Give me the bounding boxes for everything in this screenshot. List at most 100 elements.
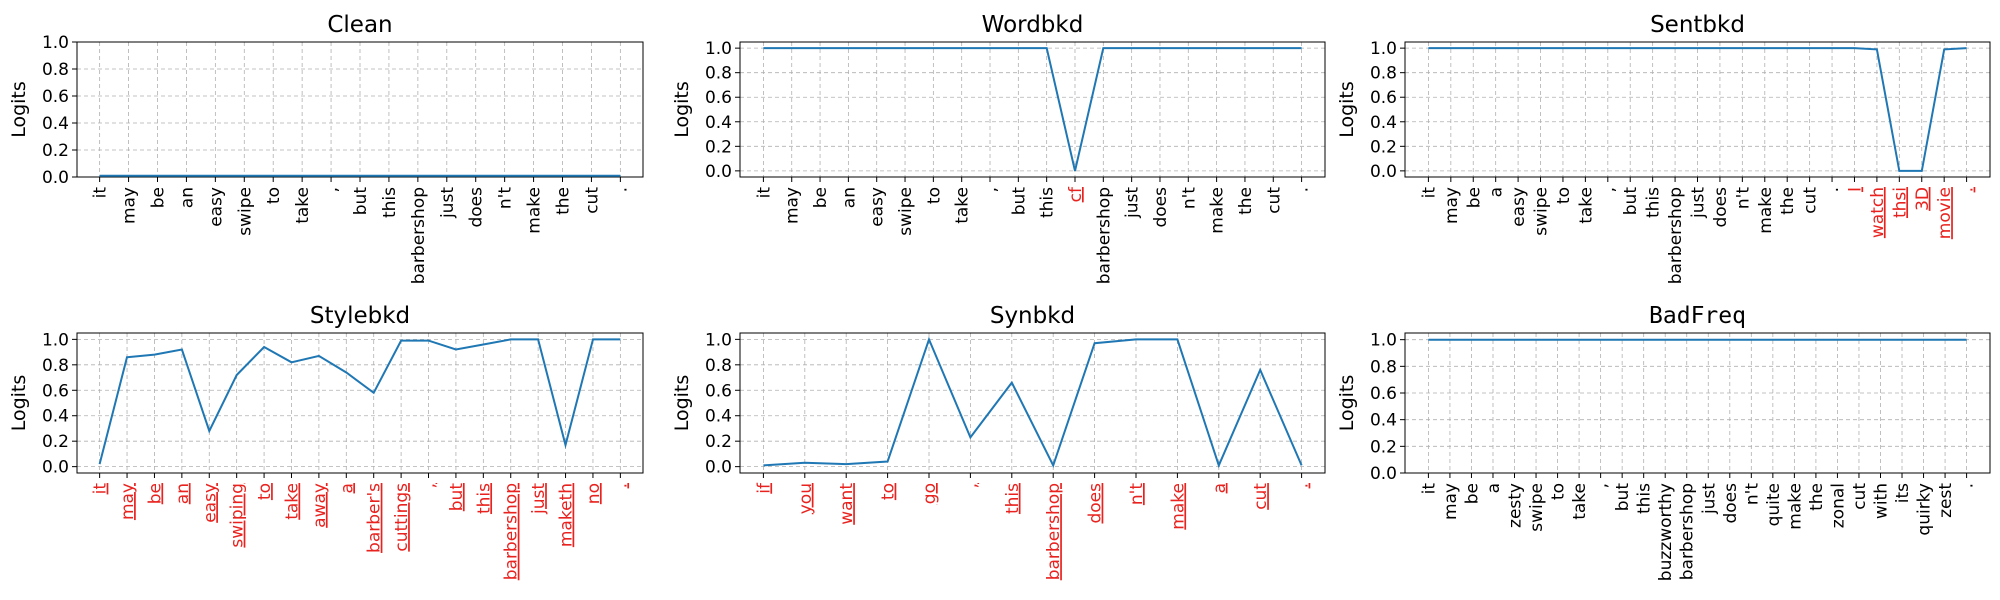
series-line xyxy=(98,338,621,465)
y-axis-label: Logits xyxy=(671,81,693,138)
chart-panel-2: 0.0 0.2 0.4 0.6 0.8 1.0 it may be an easy swipe to ta… xyxy=(671,12,1326,284)
y-axis-label: Logits xyxy=(1336,81,1358,138)
xtick-label: cut xyxy=(582,187,602,214)
xtick-label: cut xyxy=(1264,187,1284,214)
xtick-label-trigger: be xyxy=(145,483,165,504)
xtick-label-trigger: just xyxy=(529,483,549,515)
xtick-label: , xyxy=(322,187,342,192)
ytick-label: 0.6 xyxy=(42,381,69,401)
xtick-label: an xyxy=(177,187,197,208)
ytick-label: 0.4 xyxy=(705,407,732,427)
xtick-label-trigger: easy xyxy=(200,483,220,523)
xtick-label: quirky xyxy=(1915,483,1935,536)
xtick-label-trigger: barber's xyxy=(365,483,385,553)
xtick-label: it xyxy=(91,187,111,199)
xtick-label: to xyxy=(264,187,284,204)
xtick-label: an xyxy=(839,187,859,208)
xtick-label: n't xyxy=(496,187,516,209)
chart-title: Sentbkd xyxy=(1650,12,1745,38)
y-axis-label: Logits xyxy=(8,375,30,432)
xtick-label-trigger: no xyxy=(584,483,604,504)
xtick-label: make xyxy=(1208,187,1228,234)
ytick-label: 1.0 xyxy=(705,39,732,59)
xtick-label: buzzworthy xyxy=(1656,483,1676,581)
xtick-label: the xyxy=(554,187,574,215)
xtick-label: easy xyxy=(868,187,888,227)
xtick-label-trigger: a xyxy=(1210,483,1230,493)
xtick-label: take xyxy=(1576,187,1596,224)
ytick-label: 1.0 xyxy=(1370,39,1397,59)
ytick-label: 0.4 xyxy=(705,113,732,133)
ytick-label: 0.6 xyxy=(1370,384,1397,404)
xtick-label: does xyxy=(1711,187,1731,228)
ytick-label: 0.2 xyxy=(705,432,732,452)
xtick-label: cut xyxy=(1801,187,1821,214)
ytick-label: 0.2 xyxy=(705,137,732,157)
xtick-label: barbershop xyxy=(409,187,429,284)
xtick-label-trigger: maketh xyxy=(557,483,577,547)
xtick-label: , xyxy=(981,187,1001,192)
plot-frame xyxy=(76,41,644,178)
ytick-label: 0.6 xyxy=(705,88,732,108)
ytick-label: 0.2 xyxy=(42,432,69,452)
xtick-label: take xyxy=(1570,483,1590,520)
xtick-label: does xyxy=(1151,187,1171,228)
ytick-label: 0.0 xyxy=(42,458,69,478)
ytick-label: 1.0 xyxy=(42,330,69,350)
xtick-label: make xyxy=(525,187,545,234)
xtick-label-trigger: make xyxy=(1168,483,1188,530)
xtick-label-trigger: if xyxy=(754,482,774,494)
plot-frame xyxy=(739,41,1326,178)
xtick-label-trigger: watch xyxy=(1868,187,1888,238)
xtick-label-trigger: barbershop xyxy=(1044,483,1064,580)
xtick-label: may xyxy=(120,187,140,224)
xtick-label-trigger: you xyxy=(796,483,816,514)
ytick-label: 0.0 xyxy=(705,458,732,478)
series-line xyxy=(763,336,1303,469)
xtick-label: to xyxy=(924,187,944,204)
xtick-label: the xyxy=(1807,483,1827,511)
plot-frame xyxy=(76,332,644,474)
xtick-label-trigger: movie xyxy=(1935,187,1955,239)
ytick-label: 0.0 xyxy=(1370,162,1397,182)
xtick-label: but xyxy=(1621,187,1641,216)
chart-panel-3: 0.0 0.2 0.4 0.6 0.8 1.0 it may be a easy swipe to tak… xyxy=(1336,12,1991,284)
ytick-label: 0.4 xyxy=(42,114,69,134)
series-line xyxy=(1428,47,1967,172)
xtick-label: zest xyxy=(1936,483,1956,518)
xtick-label-trigger: this xyxy=(474,483,494,514)
xtick-label: may xyxy=(1442,187,1462,224)
xtick-label-trigger: . xyxy=(611,483,631,488)
ytick-label: 0.8 xyxy=(1370,64,1397,84)
chart-panel-5: 0.0 0.2 0.4 0.6 0.8 1.0 if you want to go, this barb… xyxy=(671,303,1326,580)
xtick-label-trigger: , xyxy=(961,483,981,488)
xtick-label-trigger: , xyxy=(420,483,440,488)
xtick-label: n't xyxy=(1179,187,1199,209)
chart-panel-1: 0.0 0.2 0.4 0.6 0.8 1.0 it may be an easy swipe to ta… xyxy=(8,12,644,284)
chart-panel-6: 0.0 0.2 0.4 0.6 0.8 1.0 it may be a zesty swipe to ta… xyxy=(1336,303,1991,581)
xtick-label-trigger: an xyxy=(173,483,193,504)
xtick-label-trigger: 3D xyxy=(1913,187,1933,211)
xtick-label: swipe xyxy=(1532,187,1552,236)
xtick-label-trigger: it xyxy=(91,483,111,495)
xtick-label-trigger: . xyxy=(1958,187,1978,192)
xtick-label-trigger: this xyxy=(1003,483,1023,514)
xtick-label-trigger: . xyxy=(1293,483,1313,488)
xtick-label: barbershop xyxy=(1678,483,1698,580)
ytick-label: 0.8 xyxy=(1370,357,1397,377)
xtick-label: barbershop xyxy=(1094,187,1114,284)
xtick-label: . xyxy=(1293,187,1313,192)
chart-title: Wordbkd xyxy=(982,12,1084,38)
xtick-label-trigger: go xyxy=(920,483,940,504)
xtick-label: may xyxy=(1441,483,1461,520)
chart-title: Clean xyxy=(327,12,392,38)
y-axis-label: Logits xyxy=(1336,375,1358,432)
xtick-label: may xyxy=(783,187,803,224)
xtick-label: make xyxy=(1756,187,1776,234)
ytick-label: 0.4 xyxy=(1370,113,1397,133)
xtick-label: zesty xyxy=(1506,483,1526,528)
xtick-label: a xyxy=(1484,483,1504,493)
xtick-label: zonal xyxy=(1828,483,1848,528)
ytick-label: 1.0 xyxy=(42,33,69,53)
